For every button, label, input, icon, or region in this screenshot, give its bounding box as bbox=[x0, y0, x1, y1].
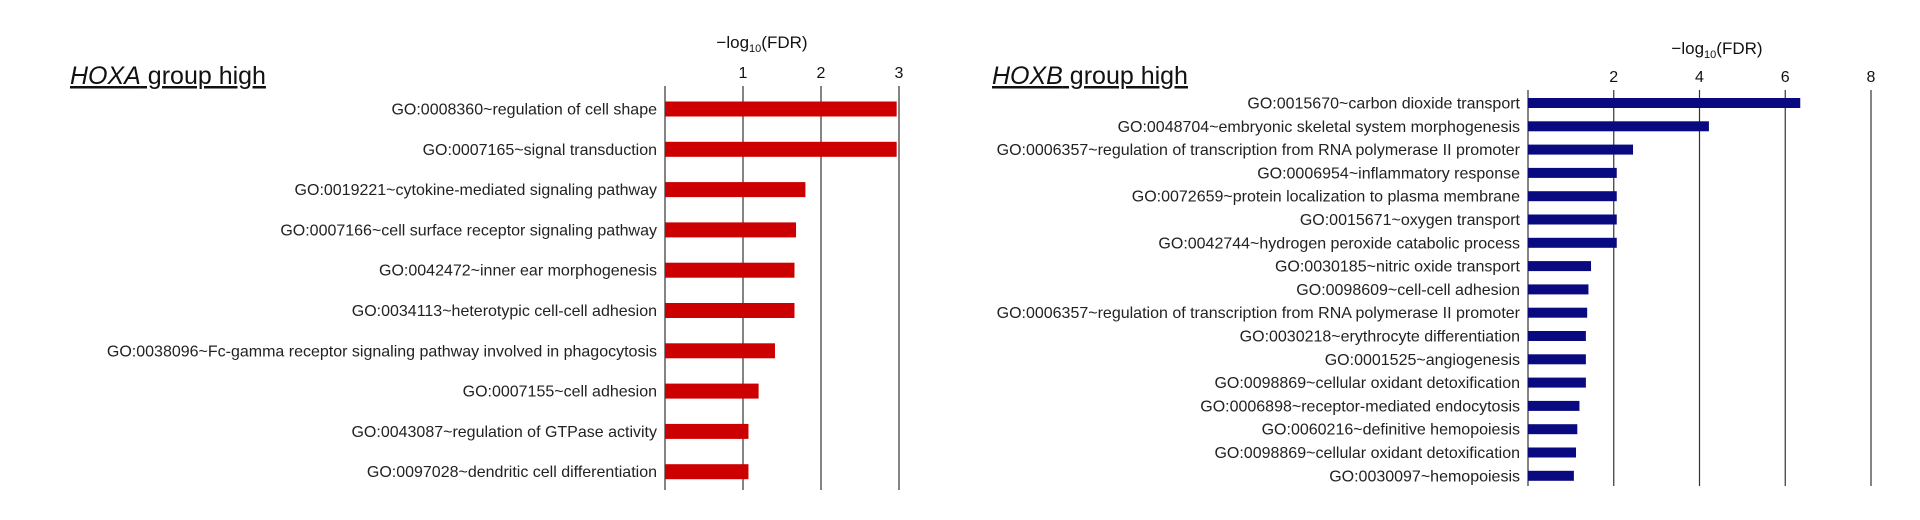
bar-6 bbox=[1528, 214, 1617, 225]
category-label: GO:0007165~signal transduction bbox=[423, 142, 657, 159]
x-tick-label: 1 bbox=[739, 65, 748, 82]
chart-panel-1: HOXA group high −log10(FDR) 1 2 3 GO:0008360~… bbox=[70, 33, 904, 490]
category-label: GO:0043087~regulation of GTPase activity bbox=[351, 424, 657, 441]
bar-13 bbox=[1528, 377, 1586, 388]
bar-8 bbox=[665, 383, 759, 399]
bar-14 bbox=[1528, 400, 1580, 411]
category-label: GO:0030185~nitric oxide transport bbox=[1275, 259, 1521, 276]
panel-title: HOXB group high bbox=[992, 62, 1188, 90]
chart-panel-2: HOXB group high −log10(FDR) 2 4 6 8 GO:0015670… bbox=[992, 39, 1876, 486]
bar-11 bbox=[1528, 331, 1586, 341]
category-label: GO:0042472~inner ear morphogenesis bbox=[379, 263, 657, 280]
bar-12 bbox=[1528, 354, 1586, 365]
bar-7 bbox=[1528, 237, 1617, 248]
panel-title-gene: HOXA bbox=[70, 62, 141, 90]
bar-5 bbox=[665, 262, 795, 278]
bar-3 bbox=[1528, 144, 1634, 155]
bar-16 bbox=[1528, 447, 1577, 458]
x-tick-label: 2 bbox=[817, 65, 826, 82]
x-tick-label: 8 bbox=[1867, 69, 1876, 86]
category-label: GO:0098869~cellular oxidant detoxificati… bbox=[1214, 375, 1520, 392]
category-label: GO:0006954~inflammatory response bbox=[1257, 165, 1520, 182]
bar-3 bbox=[665, 182, 806, 198]
category-label: GO:0072659~protein localization to plasm… bbox=[1132, 189, 1520, 206]
bar-15 bbox=[1528, 424, 1578, 435]
bar-2 bbox=[665, 141, 897, 157]
category-label: GO:0098869~cellular oxidant detoxificati… bbox=[1214, 445, 1520, 462]
category-label: GO:0030218~erythrocyte differentiation bbox=[1240, 329, 1520, 346]
x-tick-label: 3 bbox=[895, 65, 904, 82]
category-label: GO:0001525~angiogenesis bbox=[1325, 352, 1520, 369]
axis-title-suffix: (FDR) bbox=[761, 33, 807, 52]
x-axis-title: −log10(FDR) bbox=[716, 33, 807, 55]
category-label: GO:0008360~regulation of cell shape bbox=[391, 102, 657, 119]
x-tick-label: 4 bbox=[1695, 69, 1704, 86]
panel-title-rest: group high bbox=[1063, 62, 1188, 90]
bar-10 bbox=[665, 464, 749, 480]
x-tick-label: 6 bbox=[1781, 69, 1790, 86]
category-label: GO:0007155~cell adhesion bbox=[463, 384, 657, 401]
category-label: GO:0015671~oxygen transport bbox=[1300, 212, 1521, 229]
category-label: GO:0060216~definitive hemopoiesis bbox=[1262, 422, 1520, 439]
category-label: GO:0015670~carbon dioxide transport bbox=[1247, 96, 1520, 113]
bar-10 bbox=[1528, 307, 1588, 318]
axis-title-subscript: 10 bbox=[1704, 49, 1716, 61]
axis-title-subscript: 10 bbox=[749, 43, 761, 55]
panel-title-gene: HOXB bbox=[992, 62, 1063, 90]
x-tick-label: 2 bbox=[1609, 69, 1618, 86]
bar-8 bbox=[1528, 261, 1592, 272]
bar-1 bbox=[665, 101, 897, 117]
category-label: GO:0007166~cell surface receptor signali… bbox=[280, 222, 657, 239]
bar-17 bbox=[1528, 470, 1574, 481]
bar-9 bbox=[1528, 284, 1589, 295]
bar-4 bbox=[1528, 167, 1617, 178]
category-label: GO:0038096~Fc-gamma receptor signaling p… bbox=[107, 343, 657, 360]
x-axis-title: −log10(FDR) bbox=[1671, 39, 1762, 61]
bar-2 bbox=[1528, 121, 1709, 132]
axis-title-prefix: −log bbox=[1671, 39, 1704, 58]
category-label: GO:0097028~dendritic cell differentiatio… bbox=[367, 464, 657, 481]
category-label: GO:0098609~cell-cell adhesion bbox=[1296, 282, 1520, 299]
bar-5 bbox=[1528, 191, 1617, 202]
category-label: GO:0006357~regulation of transcription f… bbox=[997, 305, 1521, 322]
bar-4 bbox=[665, 222, 797, 238]
category-label: GO:0030097~hemopoiesis bbox=[1329, 468, 1520, 485]
bar-1 bbox=[1528, 98, 1801, 108]
category-label: GO:0034113~heterotypic cell-cell adhesio… bbox=[352, 303, 657, 320]
category-label: GO:0048704~embryonic skeletal system mor… bbox=[1118, 119, 1520, 136]
bar-9 bbox=[665, 423, 749, 439]
category-label: GO:0042744~hydrogen peroxide catabolic p… bbox=[1158, 235, 1520, 252]
category-label: GO:0006357~regulation of transcription f… bbox=[997, 142, 1521, 159]
panel-title: HOXA group high bbox=[70, 62, 266, 90]
category-label: GO:0006898~receptor-mediated endocytosis bbox=[1200, 398, 1520, 415]
bar-7 bbox=[665, 343, 775, 359]
panel-title-rest: group high bbox=[141, 62, 266, 90]
bar-6 bbox=[665, 303, 795, 318]
category-label: GO:0019221~cytokine-mediated signaling p… bbox=[295, 182, 657, 199]
axis-title-suffix: (FDR) bbox=[1716, 39, 1762, 58]
axis-title-prefix: −log bbox=[716, 33, 749, 52]
